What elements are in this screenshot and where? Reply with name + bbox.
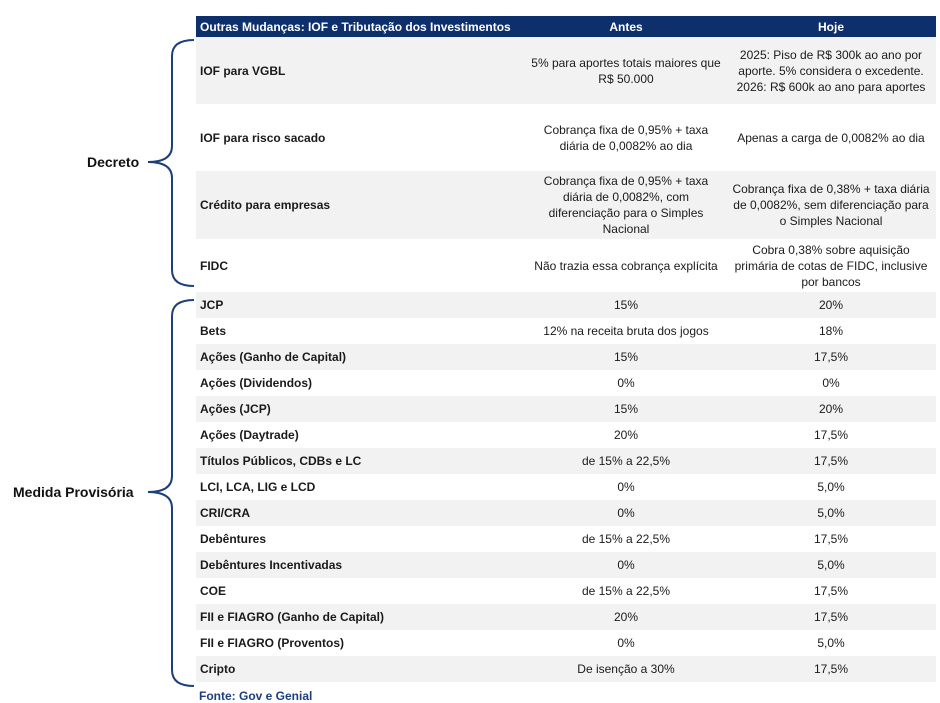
row-hoje: Cobrança fixa de 0,38% + taxa diária de …	[726, 171, 936, 239]
medida-provisoria-brace	[147, 299, 195, 687]
row-antes: 12% na receita bruta dos jogos	[543, 324, 709, 338]
table-row: Ações (Dividendos) 0% 0%	[196, 370, 936, 396]
row-antes: 15%	[526, 292, 726, 318]
row-label: JCP	[196, 292, 526, 318]
header-hoje: Hoje	[726, 16, 936, 37]
row-label: IOF para VGBL	[196, 37, 526, 104]
row-label: CRI/CRA	[196, 500, 526, 526]
row-antes: 5% para aportes totais maiores que R$ 50…	[526, 37, 726, 104]
row-antes: de 15% a 22,5%	[581, 584, 671, 598]
row-hoje: 18%	[818, 324, 844, 338]
row-hoje: 17,5%	[726, 656, 936, 682]
row-label: Ações (Ganho de Capital)	[196, 344, 526, 370]
header-antes: Antes	[526, 16, 726, 37]
table-row: FII e FIAGRO (Ganho de Capital) 20% 17,5…	[196, 604, 936, 630]
row-antes: de 15% a 22,5%	[526, 448, 726, 474]
row-hoje: 5,0%	[726, 552, 936, 578]
table-row: FII e FIAGRO (Proventos) 0% 5,0%	[196, 630, 936, 656]
table-row: FIDC Não trazia essa cobrança explícita …	[196, 239, 936, 292]
group-label-medida-provisoria: Medida Provisória	[13, 484, 134, 500]
tax-changes-table: Outras Mudanças: IOF e Tributação dos In…	[196, 16, 936, 682]
row-hoje: Cobra 0,38% sobre aquisição primária de …	[734, 242, 928, 289]
row-label: Crédito para empresas	[196, 171, 526, 239]
table-row: Cripto De isenção a 30% 17,5%	[196, 656, 936, 682]
row-hoje: 17,5%	[813, 584, 849, 598]
row-hoje: 20%	[726, 396, 936, 422]
row-antes: 20%	[526, 604, 726, 630]
header-title: Outras Mudanças: IOF e Tributação dos In…	[196, 16, 526, 37]
row-antes: Não trazia essa cobrança explícita	[534, 258, 718, 273]
group-label-decreto: Decreto	[87, 154, 140, 170]
row-label: Bets	[200, 324, 227, 338]
table-row: Crédito para empresas Cobrança fixa de 0…	[196, 171, 936, 239]
row-antes: 0%	[617, 376, 635, 390]
table-header-row: Outras Mudanças: IOF e Tributação dos In…	[196, 16, 936, 37]
row-antes: 0%	[617, 636, 635, 650]
row-label: COE	[200, 584, 227, 598]
row-label: LCI, LCA, LIG e LCD	[200, 480, 316, 494]
row-hoje: Apenas a carga de 0,0082% ao dia	[737, 130, 925, 145]
row-hoje: 5,0%	[817, 480, 845, 494]
row-antes: de 15% a 22,5%	[581, 532, 671, 546]
table-row: Títulos Públicos, CDBs e LC de 15% a 22,…	[196, 448, 936, 474]
row-label: IOF para risco sacado	[200, 130, 326, 145]
row-label: Debêntures Incentivadas	[196, 552, 526, 578]
table-row: CRI/CRA 0% 5,0%	[196, 500, 936, 526]
row-label: FIDC	[200, 258, 228, 273]
table-row: Ações (JCP) 15% 20%	[196, 396, 936, 422]
table-row: Bets 12% na receita bruta dos jogos 18%	[196, 318, 936, 344]
row-label: Ações (JCP)	[196, 396, 526, 422]
row-antes: Cobrança fixa de 0,95% + taxa diária de …	[526, 171, 726, 239]
row-hoje: 2025: Piso de R$ 300k ao ano por aporte.…	[726, 37, 936, 104]
table-row: IOF para VGBL 5% para aportes totais mai…	[196, 37, 936, 104]
row-hoje: 17,5%	[813, 428, 849, 442]
row-antes: 0%	[526, 500, 726, 526]
table-row: COE de 15% a 22,5% 17,5%	[196, 578, 936, 604]
row-label: FII e FIAGRO (Proventos)	[200, 636, 345, 650]
table-row: IOF para risco sacado Cobrança fixa de 0…	[196, 104, 936, 171]
table-row: LCI, LCA, LIG e LCD 0% 5,0%	[196, 474, 936, 500]
row-antes: 15%	[526, 344, 726, 370]
table-row: JCP 15% 20%	[196, 292, 936, 318]
row-label: Debêntures	[200, 532, 267, 546]
row-label: Títulos Públicos, CDBs e LC	[196, 448, 526, 474]
row-hoje: 20%	[726, 292, 936, 318]
row-hoje: 17,5%	[726, 604, 936, 630]
row-hoje: 17,5%	[726, 448, 936, 474]
table-row: Debêntures de 15% a 22,5% 17,5%	[196, 526, 936, 552]
decreto-brace	[147, 39, 195, 287]
table-row: Ações (Daytrade) 20% 17,5%	[196, 422, 936, 448]
row-antes: Cobrança fixa de 0,95% + taxa diária de …	[543, 122, 709, 153]
table-row: Debêntures Incentivadas 0% 5,0%	[196, 552, 936, 578]
row-hoje: 5,0%	[817, 636, 845, 650]
row-antes: De isenção a 30%	[526, 656, 726, 682]
row-antes: 0%	[617, 480, 635, 494]
row-label: Ações (Dividendos)	[200, 376, 313, 390]
row-antes: 15%	[526, 396, 726, 422]
row-hoje: 17,5%	[726, 344, 936, 370]
row-label: FII e FIAGRO (Ganho de Capital)	[196, 604, 526, 630]
row-antes: 20%	[613, 428, 639, 442]
table-row: Ações (Ganho de Capital) 15% 17,5%	[196, 344, 936, 370]
row-hoje: 17,5%	[813, 532, 849, 546]
source-note: Fonte: Gov e Genial	[199, 689, 313, 703]
row-hoje: 5,0%	[726, 500, 936, 526]
row-antes: 0%	[526, 552, 726, 578]
row-label: Ações (Daytrade)	[200, 428, 299, 442]
row-hoje: 0%	[822, 376, 840, 390]
row-label: Cripto	[196, 656, 526, 682]
